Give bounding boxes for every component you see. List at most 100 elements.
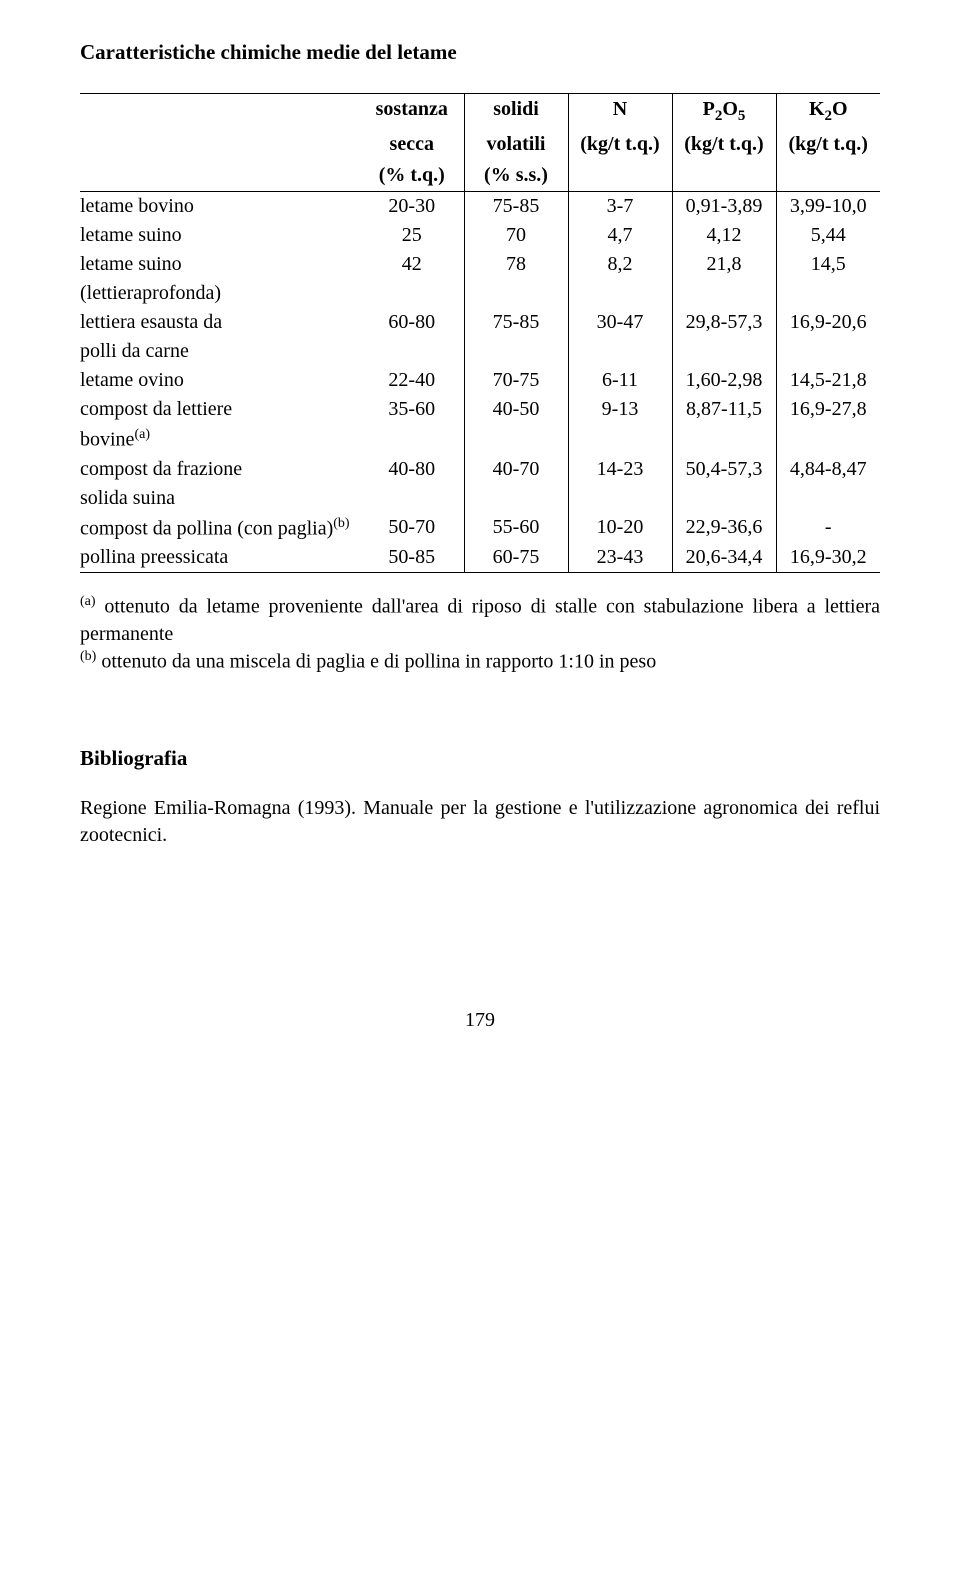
note-a-text: ottenuto da letame proveniente dall'area… <box>80 596 880 645</box>
cell: 30-47 <box>568 308 672 337</box>
cell <box>776 337 880 366</box>
cell <box>672 424 776 455</box>
cell: 50,4-57,3 <box>672 455 776 484</box>
cell: 70-75 <box>464 366 568 395</box>
header-unit-n: (kg/t t.q.) <box>568 129 672 160</box>
row-label: compost da pollina (con paglia)(b) <box>80 513 360 544</box>
cell: 14-23 <box>568 455 672 484</box>
cell: - <box>776 513 880 544</box>
table-row: letame suino 42 78 8,2 21,8 14,5 <box>80 250 880 279</box>
cell: 55-60 <box>464 513 568 544</box>
cell: 8,2 <box>568 250 672 279</box>
header-sostanza: sostanza <box>360 94 464 130</box>
data-table: sostanza solidi N P2O5 K2O secca volatil… <box>80 93 880 573</box>
header-n: N <box>568 94 672 130</box>
cell <box>776 484 880 513</box>
header-empty <box>80 94 360 130</box>
cell: 21,8 <box>672 250 776 279</box>
header-unit-k: (kg/t t.q.) <box>776 129 880 160</box>
cell: 14,5 <box>776 250 880 279</box>
header-p2o5: P2O5 <box>672 94 776 130</box>
cell: 22-40 <box>360 366 464 395</box>
cell: 16,9-27,8 <box>776 395 880 424</box>
header-volatili: volatili <box>464 129 568 160</box>
cell: 5,44 <box>776 221 880 250</box>
row-label: compost da frazione <box>80 455 360 484</box>
table-row: letame bovino 20-30 75-85 3-7 0,91-3,89 … <box>80 192 880 222</box>
header-pct-ss: (% s.s.) <box>464 160 568 192</box>
cell: 78 <box>464 250 568 279</box>
header-empty-3 <box>80 160 360 192</box>
cell: 50-85 <box>360 543 464 573</box>
cell <box>360 424 464 455</box>
cell <box>464 337 568 366</box>
table-row: compost da pollina (con paglia)(b) 50-70… <box>80 513 880 544</box>
cell <box>672 484 776 513</box>
note-a-prefix: (a) <box>80 594 96 609</box>
footnotes: (a) ottenuto da letame proveniente dall'… <box>80 593 880 675</box>
row-label: lettiera esausta da <box>80 308 360 337</box>
table-row: letame ovino 22-40 70-75 6-11 1,60-2,98 … <box>80 366 880 395</box>
header-e5 <box>776 160 880 192</box>
cell: 60-80 <box>360 308 464 337</box>
row-label: pollina preessicata <box>80 543 360 573</box>
row-label: polli da carne <box>80 337 360 366</box>
cell: 4,7 <box>568 221 672 250</box>
cell: 6-11 <box>568 366 672 395</box>
cell <box>360 337 464 366</box>
cell: 3-7 <box>568 192 672 222</box>
cell <box>568 424 672 455</box>
table-row: polli da carne <box>80 337 880 366</box>
cell: 42 <box>360 250 464 279</box>
cell: 16,9-30,2 <box>776 543 880 573</box>
bibliography-heading: Bibliografia <box>80 746 880 771</box>
note-b-text: ottenuto da una miscela di paglia e di p… <box>96 651 656 673</box>
table-row: solida suina <box>80 484 880 513</box>
cell: 4,84-8,47 <box>776 455 880 484</box>
cell <box>776 424 880 455</box>
cell: 14,5-21,8 <box>776 366 880 395</box>
cell <box>568 484 672 513</box>
bibliography-text: Regione Emilia-Romagna (1993). Manuale p… <box>80 795 880 849</box>
cell: 0,91-3,89 <box>672 192 776 222</box>
cell <box>672 337 776 366</box>
cell: 9-13 <box>568 395 672 424</box>
cell: 60-75 <box>464 543 568 573</box>
row-label: letame suino <box>80 250 360 279</box>
header-empty-2 <box>80 129 360 160</box>
cell: 29,8-57,3 <box>672 308 776 337</box>
cell: 50-70 <box>360 513 464 544</box>
cell: 40-50 <box>464 395 568 424</box>
cell <box>464 424 568 455</box>
table-row: lettiera esausta da 60-80 75-85 30-47 29… <box>80 308 880 337</box>
cell <box>776 279 880 308</box>
cell: 23-43 <box>568 543 672 573</box>
row-label: bovine(a) <box>80 424 360 455</box>
cell: 75-85 <box>464 308 568 337</box>
page-number: 179 <box>80 1009 880 1032</box>
cell: 35-60 <box>360 395 464 424</box>
cell <box>568 337 672 366</box>
cell <box>568 279 672 308</box>
header-unit-p: (kg/t t.q.) <box>672 129 776 160</box>
row-label: letame suino <box>80 221 360 250</box>
header-e3 <box>568 160 672 192</box>
cell: 22,9-36,6 <box>672 513 776 544</box>
header-secca: secca <box>360 129 464 160</box>
row-label: solida suina <box>80 484 360 513</box>
cell <box>360 484 464 513</box>
row-label: letame bovino <box>80 192 360 222</box>
table-header-row-3: (% t.q.) (% s.s.) <box>80 160 880 192</box>
cell <box>360 279 464 308</box>
table-row: compost da lettiere 35-60 40-50 9-13 8,8… <box>80 395 880 424</box>
header-pct-tq: (% t.q.) <box>360 160 464 192</box>
table-row: (lettieraprofonda) <box>80 279 880 308</box>
table-row: pollina preessicata 50-85 60-75 23-43 20… <box>80 543 880 573</box>
table-row: compost da frazione 40-80 40-70 14-23 50… <box>80 455 880 484</box>
cell: 20-30 <box>360 192 464 222</box>
cell: 40-80 <box>360 455 464 484</box>
cell: 16,9-20,6 <box>776 308 880 337</box>
cell <box>672 279 776 308</box>
cell: 70 <box>464 221 568 250</box>
cell: 40-70 <box>464 455 568 484</box>
